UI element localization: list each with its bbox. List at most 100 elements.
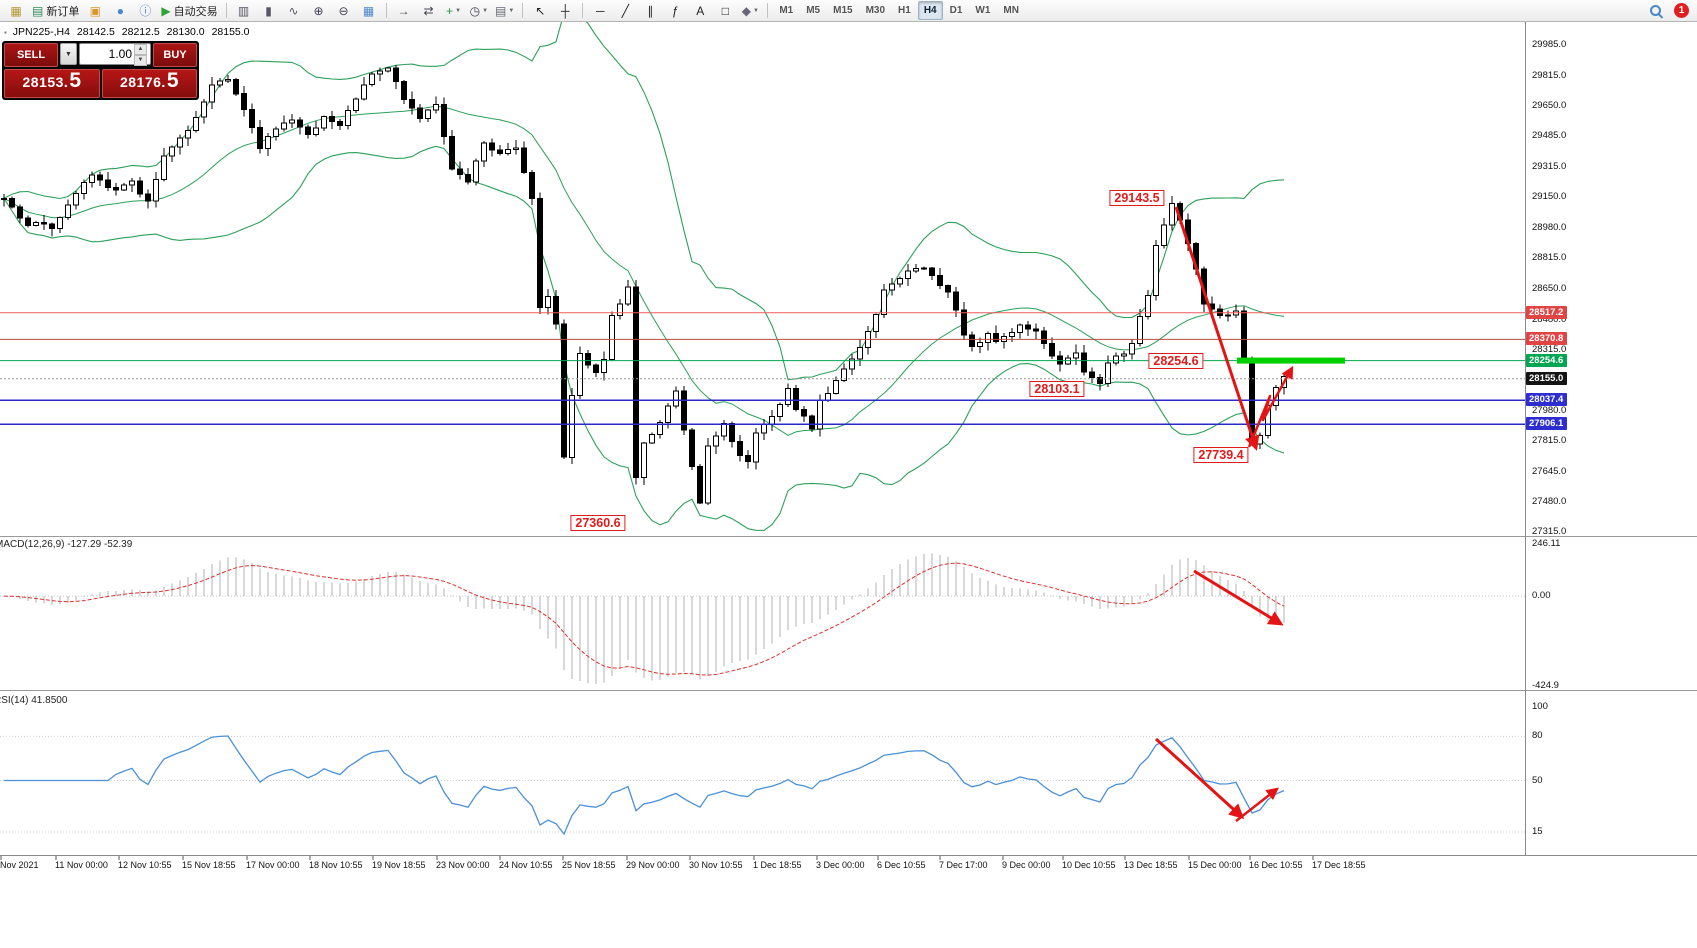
buy-price-pip: 5 — [166, 69, 179, 92]
low-value: 28130.0 — [166, 26, 205, 38]
auto-trading-button[interactable]: ▶ 自动交易 — [158, 1, 220, 21]
templates-dropdown-icon: ▼ — [508, 7, 515, 14]
profile-button[interactable]: ● — [108, 1, 132, 21]
notification-badge[interactable]: 1 — [1674, 3, 1689, 18]
macd-label: MACD(12,26,9) -127.29 -52.39 — [0, 539, 133, 550]
toolbar-separator — [522, 3, 524, 18]
buy-price-main: 28176. — [119, 74, 166, 90]
chart-ohlc-info: ▪ JPN225-,H4 28142.5 28212.5 28130.0 281… — [4, 26, 254, 38]
horizontal-line-icon: ─ — [596, 3, 605, 18]
candlestick-mode-button[interactable]: ▮ — [257, 1, 281, 21]
lot-increase-button[interactable]: ▲ — [134, 44, 147, 55]
chart-shift-icon: ⇄ — [423, 3, 434, 18]
open-value: 28142.5 — [76, 26, 115, 38]
market-box-icon: ▣ — [89, 3, 102, 18]
auto-trading-label: 自动交易 — [173, 5, 218, 18]
crosshair-icon: ┼ — [561, 3, 570, 18]
charts-grid-button[interactable]: ▦ — [4, 1, 28, 21]
zoom-out-icon: ⊖ — [338, 3, 349, 18]
sell-button[interactable]: SELL — [4, 43, 58, 67]
timeframe-d1-button[interactable]: D1 — [949, 5, 963, 16]
bar-chart-mode-button[interactable]: ▥ — [232, 1, 256, 21]
label-tool-icon: □ — [721, 3, 729, 18]
text-tool-button[interactable]: A — [688, 1, 712, 21]
line-chart-mode-button[interactable]: ∿ — [282, 1, 306, 21]
info-button[interactable]: ⓘ — [133, 1, 157, 21]
toolbar-right: 1 — [1648, 3, 1693, 19]
timeframe-m15-button[interactable]: M15 — [833, 5, 853, 16]
fibonacci-button[interactable]: ƒ — [663, 1, 687, 21]
line-chart-mode-icon: ∿ — [288, 3, 299, 18]
lot-size-box: ▲ ▼ — [79, 43, 151, 66]
shapes-button[interactable]: ◆ ▼ — [738, 1, 762, 21]
trade-panel-price-row: 28153. 5 28176. 5 — [4, 69, 197, 98]
high-value: 28212.5 — [121, 26, 160, 38]
tile-windows-icon: ▦ — [362, 3, 375, 18]
timeframe-m5-button[interactable]: M5 — [806, 5, 821, 16]
new-order-icon: ▤ — [32, 3, 44, 18]
indicators-icon: + — [446, 3, 454, 18]
label-tool-button[interactable]: □ — [713, 1, 737, 21]
timeframe-mn-button[interactable]: MN — [1003, 5, 1019, 16]
equidistant-channel-icon: ∥ — [647, 3, 654, 18]
equidistant-channel-button[interactable]: ∥ — [638, 1, 662, 21]
zoom-in-button[interactable]: ⊕ — [307, 1, 331, 21]
candlestick-mode-icon: ▮ — [265, 3, 272, 18]
rsi-label: RSI(14) 41.8500 — [0, 695, 68, 706]
lot-size-input[interactable] — [80, 47, 134, 61]
toolbar-buttons: ▦ ▤ 新订单 ▣ ● ⓘ ▶ 自动交易 ▥ ▮ ∿ ⊕ ⊖ ▦ → ⇄ + ▼ ◷ ▼ ▤ ▼ ↖ ┼ ─ ╱ ∥ ƒ A □ ◆ ▼ M1 M… — [4, 1, 1025, 21]
periods-icon: ◷ — [469, 3, 481, 18]
close-value: 28155.0 — [211, 26, 250, 38]
cursor-button[interactable]: ↖ — [528, 1, 552, 21]
buy-price-button[interactable]: 28176. 5 — [101, 69, 197, 98]
cursor-icon: ↖ — [535, 3, 546, 18]
profile-icon: ● — [116, 3, 124, 18]
sell-price-main: 28153. — [22, 74, 69, 90]
main-toolbar: ▦ ▤ 新订单 ▣ ● ⓘ ▶ 自动交易 ▥ ▮ ∿ ⊕ ⊖ ▦ → ⇄ + ▼ ◷ ▼ ▤ ▼ ↖ ┼ ─ ╱ ∥ ƒ A □ ◆ ▼ M1 M… — [0, 0, 1697, 22]
timeframe-h1-button[interactable]: H1 — [898, 5, 911, 16]
charts-grid-icon: ▦ — [10, 3, 22, 18]
timeframe-m30-button[interactable]: M30 — [865, 5, 886, 16]
new-order-button[interactable]: ▤ 新订单 — [29, 1, 82, 21]
auto-trading-icon: ▶ — [161, 3, 171, 18]
horizontal-line-button[interactable]: ─ — [588, 1, 612, 21]
market-box-button[interactable]: ▣ — [83, 1, 107, 21]
chart-shift-button[interactable]: ⇄ — [417, 1, 441, 21]
timeframe-m1-button[interactable]: M1 — [779, 5, 794, 16]
text-tool-icon: A — [696, 3, 705, 18]
shapes-icon: ◆ — [741, 3, 751, 18]
indicators-button[interactable]: + ▼ — [442, 1, 466, 21]
crosshair-button[interactable]: ┼ — [553, 1, 577, 21]
zoom-out-button[interactable]: ⊖ — [332, 1, 356, 21]
chart-icon: ▪ — [4, 28, 7, 37]
shapes-dropdown-icon: ▼ — [752, 7, 759, 14]
buy-button[interactable]: BUY — [153, 43, 197, 67]
zoom-in-icon: ⊕ — [313, 3, 324, 18]
templates-button[interactable]: ▤ ▼ — [492, 1, 517, 21]
auto-scroll-button[interactable]: → — [392, 1, 416, 21]
trendline-icon: ╱ — [621, 3, 629, 18]
sell-price-button[interactable]: 28153. 5 — [4, 69, 100, 98]
search-icon[interactable] — [1648, 3, 1664, 19]
trendline-button[interactable]: ╱ — [613, 1, 637, 21]
toolbar-separator — [767, 3, 769, 18]
bar-chart-mode-icon: ▥ — [237, 3, 250, 18]
timeframe-h4-button[interactable]: H4 — [917, 1, 943, 20]
new-order-label: 新订单 — [46, 5, 80, 18]
templates-icon: ▤ — [495, 3, 507, 18]
toolbar-separator — [582, 3, 584, 18]
order-type-dropdown[interactable]: ▼ — [60, 43, 77, 65]
periods-button[interactable]: ◷ ▼ — [467, 1, 491, 21]
one-click-trading-panel: SELL ▼ ▲ ▼ BUY 28153. 5 28176. 5 — [2, 41, 199, 100]
periods-dropdown-icon: ▼ — [482, 7, 489, 14]
trade-panel-top-row: SELL ▼ ▲ ▼ BUY — [4, 43, 197, 67]
timeframe-w1-button[interactable]: W1 — [975, 5, 991, 16]
fibonacci-icon: ƒ — [671, 3, 679, 18]
lot-size-stepper: ▲ ▼ — [134, 44, 147, 66]
toolbar-separator — [225, 3, 227, 18]
lot-decrease-button[interactable]: ▼ — [134, 55, 147, 66]
tile-windows-button[interactable]: ▦ — [357, 1, 381, 21]
info-icon: ⓘ — [139, 4, 152, 18]
auto-scroll-icon: → — [397, 3, 410, 18]
